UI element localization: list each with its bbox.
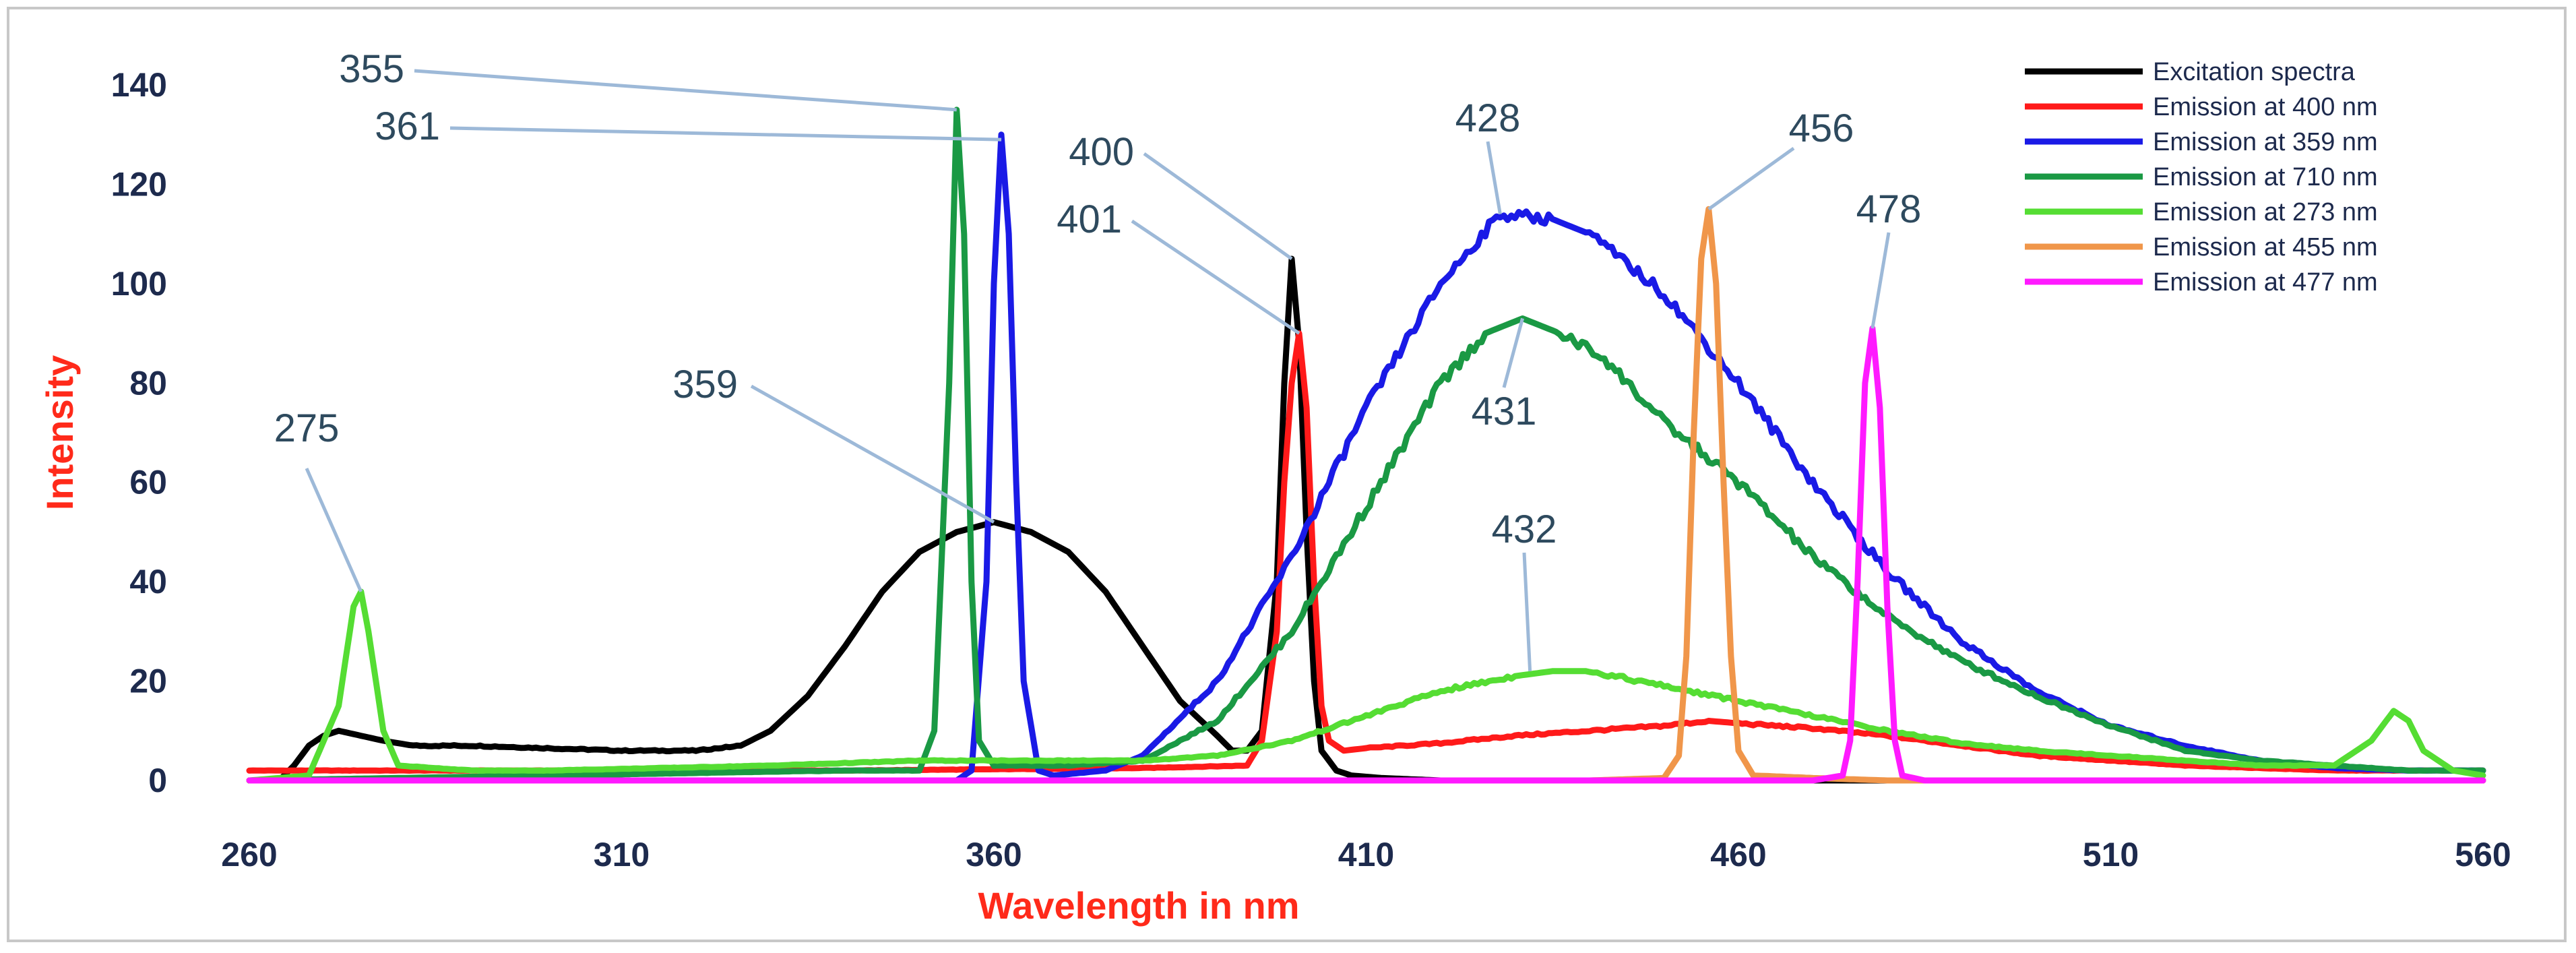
y-tick-label: 0 [148, 762, 167, 799]
x-tick-label: 310 [594, 836, 650, 873]
peak-annotation-label: 478 [1856, 187, 1922, 231]
peak-annotation-label: 400 [1069, 130, 1134, 174]
peak-annotation-label: 359 [672, 363, 738, 406]
annotation-leader-line [1502, 317, 1524, 388]
legend-entry-label: Emission at 710 nm [2153, 163, 2378, 191]
legend-entry-label: Emission at 273 nm [2153, 198, 2378, 226]
annotation-leader-line [750, 384, 995, 524]
y-tick-label: 20 [129, 663, 167, 700]
y-tick-label: 60 [129, 464, 167, 501]
legend-entry-label: Emission at 359 nm [2153, 128, 2378, 156]
series-line [246, 588, 2486, 784]
series-line [246, 106, 2486, 784]
y-axis-title: Intensity [38, 355, 81, 510]
y-tick-label: 140 [111, 66, 167, 104]
y-tick-label: 100 [111, 265, 167, 303]
annotation-leader-line [1871, 232, 1891, 329]
x-tick-label: 510 [2083, 836, 2139, 873]
annotation-leader-line [305, 467, 363, 592]
legend-entry-label: Excitation spectra [2153, 58, 2356, 86]
peak-annotation-label: 456 [1789, 106, 1854, 150]
annotation-leader-line [1707, 146, 1795, 211]
y-tick-label: 40 [129, 563, 167, 601]
series-line [246, 131, 2486, 784]
annotation-leader-line [414, 69, 957, 112]
x-tick-label: 260 [221, 836, 277, 873]
series-line [246, 255, 2486, 784]
legend-entry-label: Emission at 455 nm [2153, 233, 2378, 262]
series-line [246, 206, 2486, 784]
peak-annotation-label: 428 [1455, 96, 1521, 140]
x-tick-label: 560 [2455, 836, 2511, 873]
annotation-leader-line [1486, 141, 1502, 215]
legend-entry-label: Emission at 400 nm [2153, 93, 2378, 121]
x-tick-label: 360 [966, 836, 1022, 873]
annotation-leader-line [1131, 219, 1300, 335]
peak-annotation-label: 355 [339, 47, 404, 91]
peak-annotation-label: 361 [375, 104, 440, 148]
x-tick-label: 410 [1338, 836, 1394, 873]
peak-annotation-label: 431 [1472, 390, 1537, 433]
peak-annotation-label: 401 [1057, 197, 1122, 241]
annotation-leader-line [449, 126, 1002, 142]
x-tick-label: 460 [1710, 836, 1766, 873]
series-line [246, 325, 2486, 784]
legend-entry-label: Emission at 477 nm [2153, 268, 2378, 297]
x-axis-title: Wavelength in nm [978, 884, 1299, 927]
peak-annotation-label: 275 [274, 406, 340, 450]
y-tick-label: 80 [129, 364, 167, 402]
y-tick-label: 120 [111, 165, 167, 203]
annotation-leader-line [1522, 552, 1532, 671]
peak-annotation-label: 432 [1492, 508, 1557, 551]
annotation-leader-line [1143, 152, 1293, 261]
